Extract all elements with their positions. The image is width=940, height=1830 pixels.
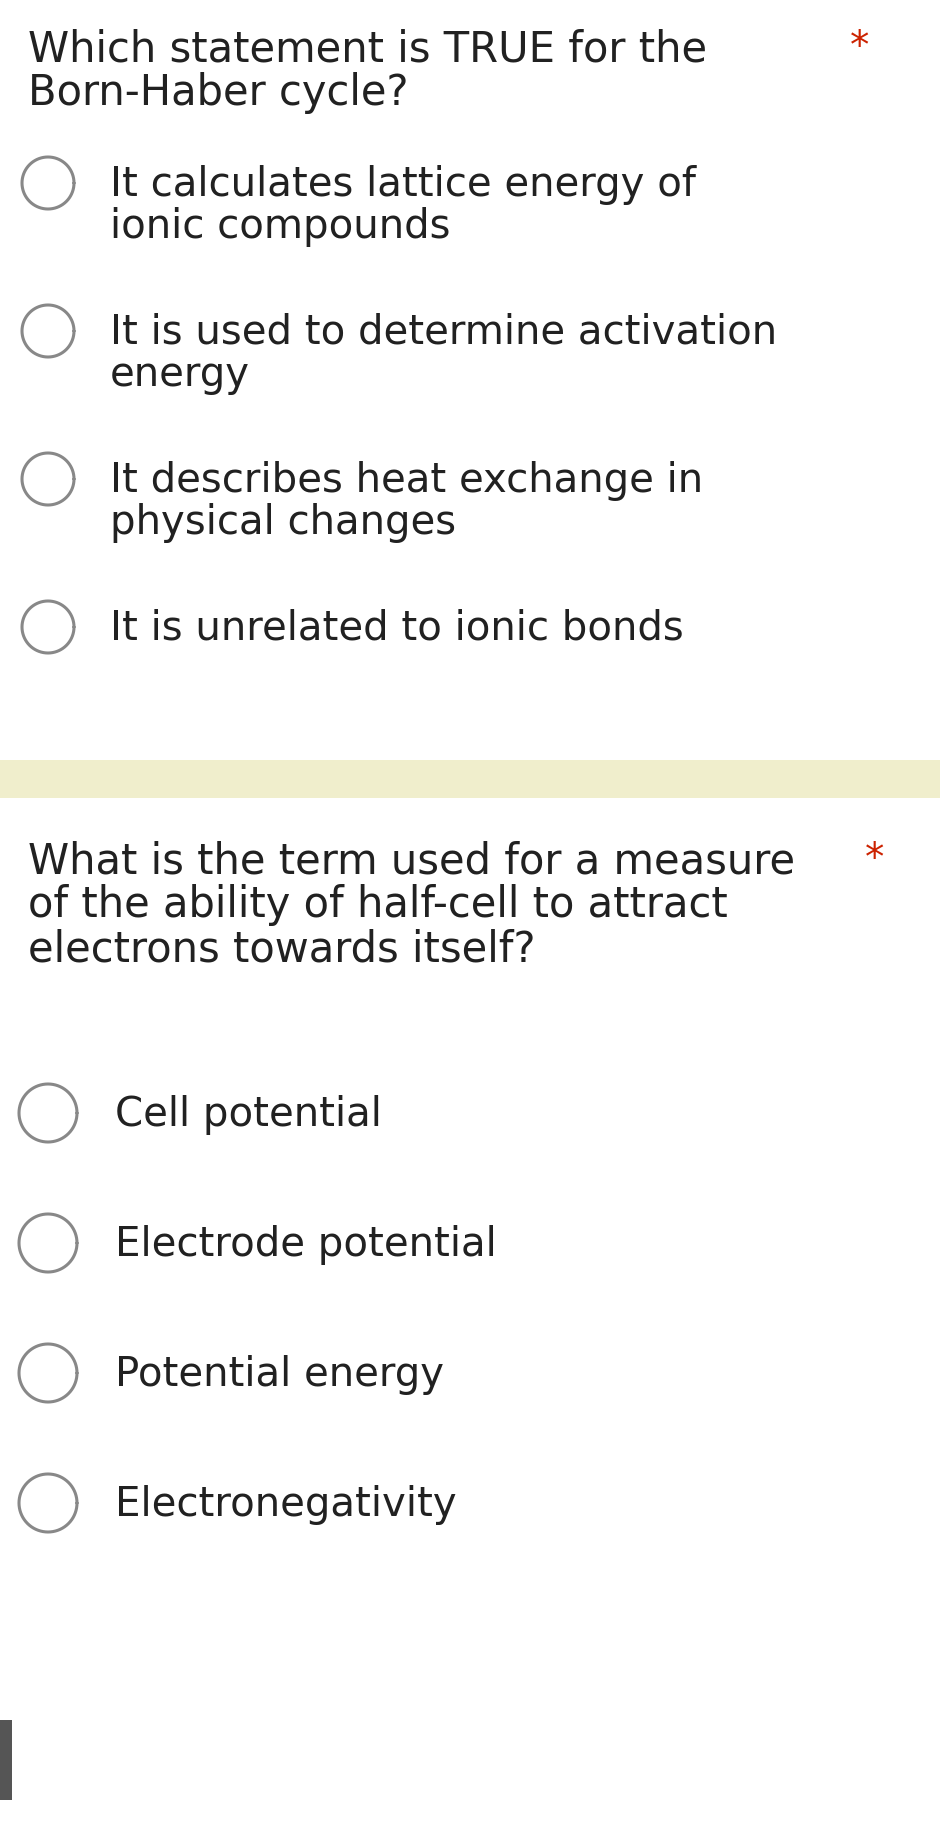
Text: Cell potential: Cell potential	[115, 1094, 382, 1135]
Text: *: *	[850, 27, 870, 66]
Text: It is unrelated to ionic bonds: It is unrelated to ionic bonds	[110, 609, 683, 650]
Text: of the ability of half-cell to attract: of the ability of half-cell to attract	[28, 884, 728, 926]
Text: Electronegativity: Electronegativity	[115, 1484, 457, 1524]
Bar	[0, 759, 940, 798]
Text: Electrode potential: Electrode potential	[115, 1224, 496, 1265]
Text: *: *	[865, 840, 885, 878]
Text: Potential energy: Potential energy	[115, 1354, 444, 1394]
Bar	[0, 1720, 12, 1801]
Text: It is used to determine activation: It is used to determine activation	[110, 313, 777, 353]
Text: What is the term used for a measure: What is the term used for a measure	[28, 840, 795, 882]
Text: Which statement is TRUE for the: Which statement is TRUE for the	[28, 27, 707, 70]
Text: Born-Haber cycle?: Born-Haber cycle?	[28, 71, 409, 113]
Text: energy: energy	[110, 355, 250, 395]
Text: It calculates lattice energy of: It calculates lattice energy of	[110, 165, 696, 205]
Text: ionic compounds: ionic compounds	[110, 207, 450, 247]
Text: electrons towards itself?: electrons towards itself?	[28, 928, 536, 970]
Text: It describes heat exchange in: It describes heat exchange in	[110, 461, 703, 501]
Text: physical changes: physical changes	[110, 503, 456, 544]
